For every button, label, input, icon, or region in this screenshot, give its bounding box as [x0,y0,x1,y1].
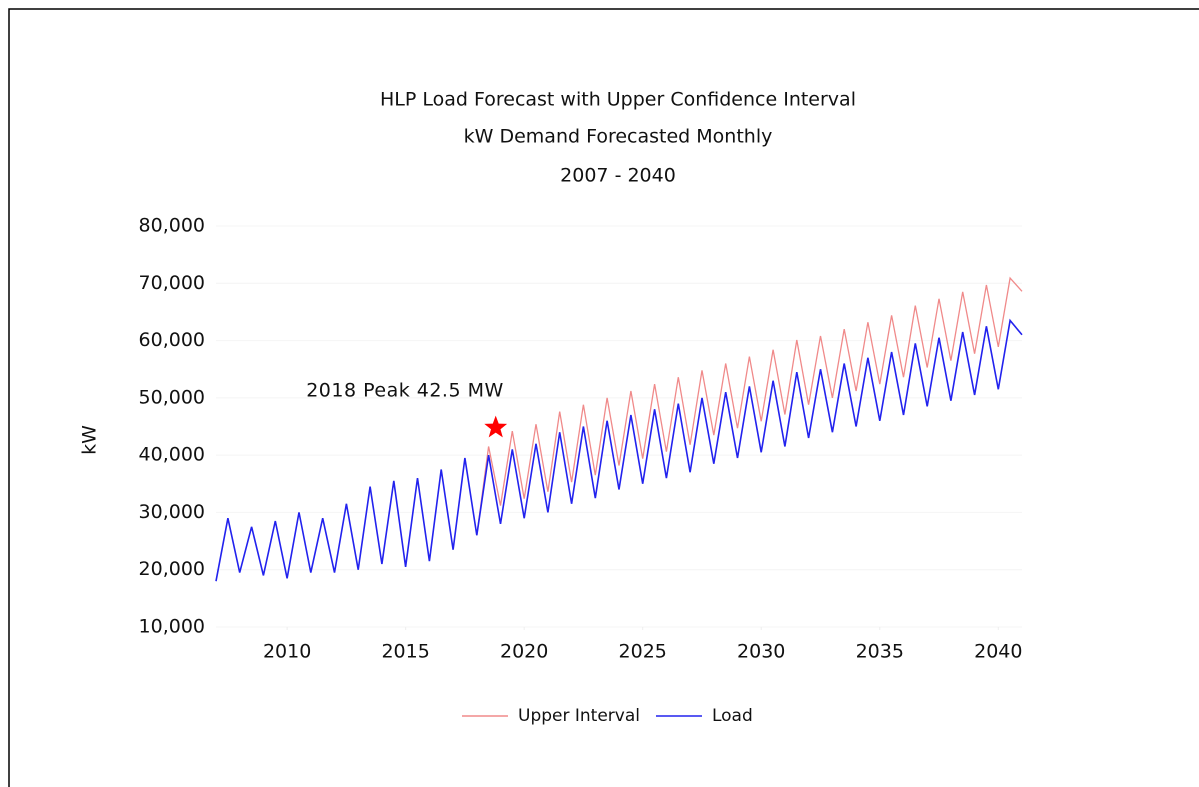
chart-subtitle: kW Demand Forecasted Monthly [464,126,773,148]
x-tick-label: 2020 [500,641,548,663]
x-tick-label: 2010 [263,641,311,663]
y-tick-label: 20,000 [139,558,205,580]
x-tick-label: 2030 [737,641,785,663]
y-tick-label: 40,000 [139,444,205,466]
x-tick-label: 2025 [619,641,667,663]
legend-label: Upper Interval [518,706,640,726]
x-tick-label: 2035 [856,641,904,663]
line [215,318,1023,582]
y-tick-label: 70,000 [139,272,205,294]
chart-subtitle: 2007 - 2040 [560,165,676,187]
y-tick-label: 80,000 [139,215,205,237]
x-tick-label: 2040 [974,641,1022,663]
y-tick-label: 30,000 [139,501,205,523]
y-tick-label: 50,000 [139,386,205,408]
line [476,276,1023,536]
x-tick-label: 2015 [381,641,429,663]
y-axis-label: kW [79,425,101,455]
chart-title: HLP Load Forecast with Upper Confidence … [380,89,856,111]
y-tick-label: 10,000 [139,616,205,638]
legend-label: Load [712,706,753,726]
annotation-text: 2018 Peak 42.5 MW [306,380,504,402]
annotation-star [484,415,508,438]
y-tick-label: 60,000 [139,329,205,351]
